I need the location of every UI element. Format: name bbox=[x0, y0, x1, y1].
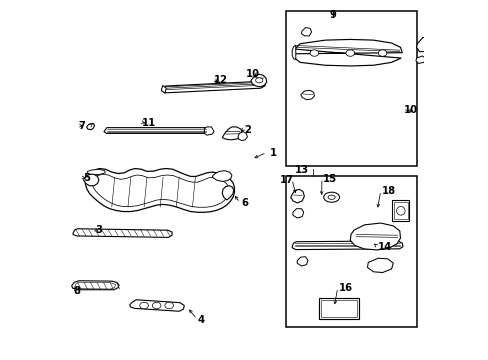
Polygon shape bbox=[416, 37, 427, 51]
Text: 17: 17 bbox=[280, 175, 293, 185]
Ellipse shape bbox=[396, 207, 405, 215]
Text: 13: 13 bbox=[294, 165, 308, 175]
Polygon shape bbox=[293, 40, 402, 66]
Polygon shape bbox=[300, 90, 314, 100]
Ellipse shape bbox=[140, 302, 148, 309]
Polygon shape bbox=[212, 171, 231, 181]
Text: 1: 1 bbox=[269, 148, 276, 158]
Text: 8: 8 bbox=[73, 286, 80, 296]
Text: 10: 10 bbox=[403, 105, 417, 115]
Ellipse shape bbox=[255, 78, 262, 83]
Ellipse shape bbox=[164, 302, 173, 309]
Bar bbox=[285, 176, 416, 327]
Polygon shape bbox=[415, 56, 425, 63]
Text: 11: 11 bbox=[142, 118, 156, 128]
Polygon shape bbox=[349, 223, 400, 250]
Bar bbox=[391, 201, 408, 221]
Ellipse shape bbox=[152, 302, 161, 309]
Ellipse shape bbox=[309, 50, 318, 56]
Bar bbox=[393, 202, 407, 220]
Polygon shape bbox=[161, 85, 166, 93]
Polygon shape bbox=[367, 258, 392, 273]
Text: 3: 3 bbox=[96, 225, 102, 235]
Text: 6: 6 bbox=[241, 198, 247, 208]
Polygon shape bbox=[73, 229, 172, 237]
Text: 16: 16 bbox=[338, 283, 352, 293]
Bar bbox=[285, 12, 416, 166]
Ellipse shape bbox=[378, 50, 386, 56]
Ellipse shape bbox=[327, 195, 335, 199]
Polygon shape bbox=[250, 74, 266, 87]
Polygon shape bbox=[238, 132, 247, 140]
Polygon shape bbox=[162, 81, 265, 93]
Polygon shape bbox=[204, 127, 214, 135]
Polygon shape bbox=[85, 168, 234, 212]
Polygon shape bbox=[292, 209, 303, 218]
Polygon shape bbox=[129, 300, 184, 311]
Polygon shape bbox=[290, 189, 304, 203]
Polygon shape bbox=[292, 45, 295, 59]
Text: 2: 2 bbox=[244, 125, 251, 135]
Polygon shape bbox=[292, 241, 402, 249]
Ellipse shape bbox=[346, 50, 354, 56]
Polygon shape bbox=[86, 123, 94, 130]
Polygon shape bbox=[83, 174, 99, 186]
Text: 18: 18 bbox=[381, 186, 395, 197]
Polygon shape bbox=[297, 257, 307, 266]
Bar bbox=[320, 300, 356, 318]
Polygon shape bbox=[222, 127, 243, 140]
Text: 14: 14 bbox=[377, 242, 391, 252]
Text: 5: 5 bbox=[83, 173, 90, 183]
Polygon shape bbox=[104, 128, 208, 134]
Ellipse shape bbox=[323, 192, 339, 202]
Text: 9: 9 bbox=[329, 10, 336, 20]
Polygon shape bbox=[301, 28, 311, 36]
Polygon shape bbox=[72, 281, 119, 290]
Polygon shape bbox=[222, 186, 233, 200]
Polygon shape bbox=[87, 169, 105, 175]
Text: 15: 15 bbox=[322, 174, 336, 184]
Text: 4: 4 bbox=[198, 315, 204, 325]
Text: 10: 10 bbox=[245, 69, 260, 79]
Bar bbox=[318, 298, 358, 319]
Text: 7: 7 bbox=[79, 121, 85, 131]
Text: 12: 12 bbox=[214, 75, 227, 85]
